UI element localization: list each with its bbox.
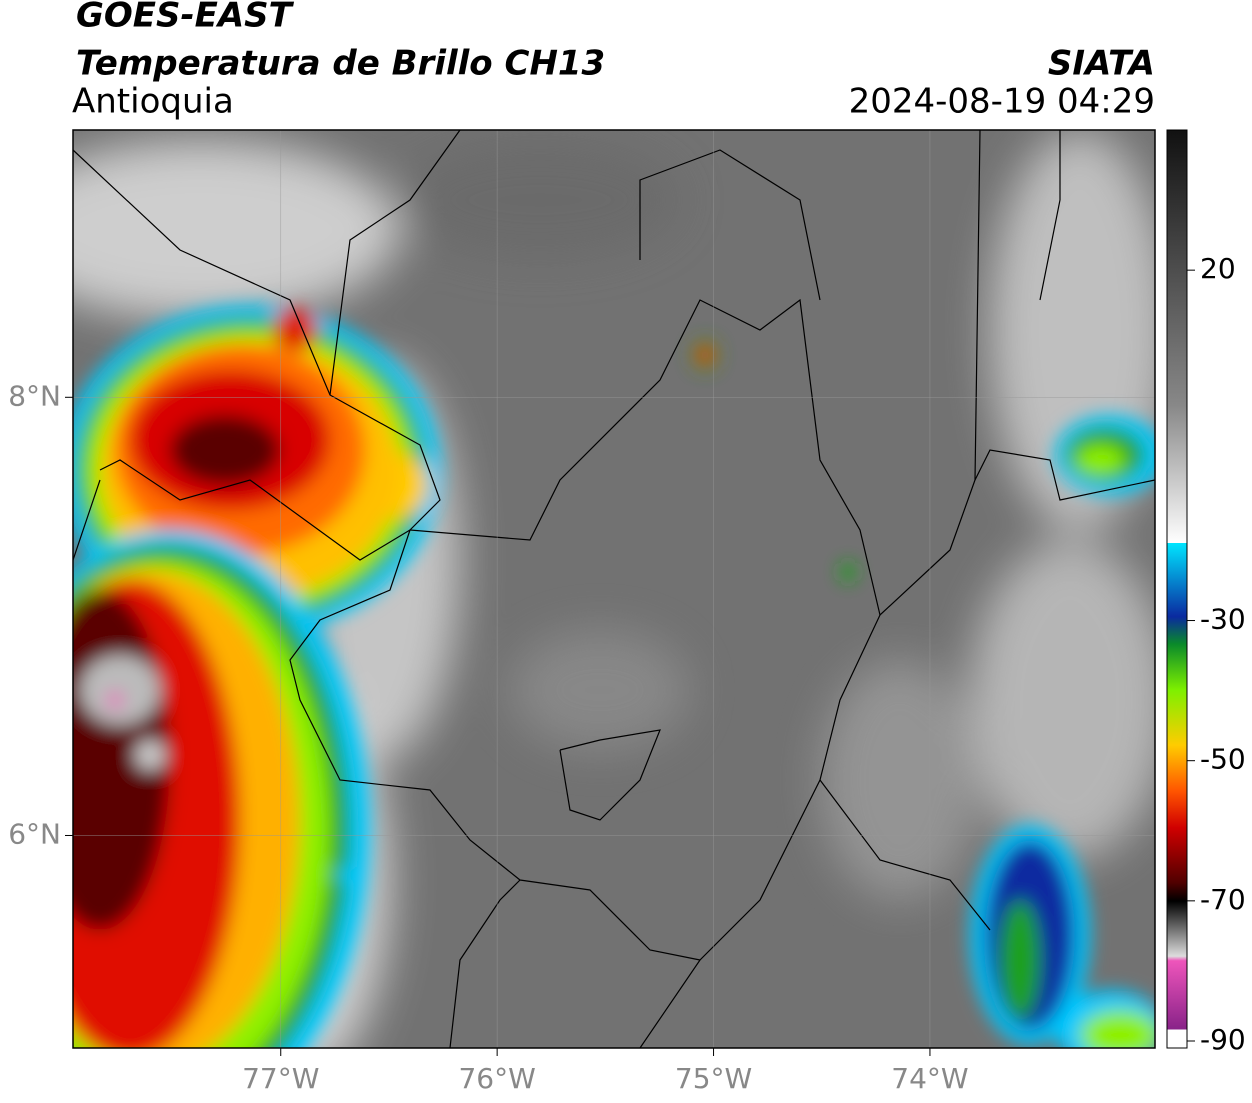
y-tick-label: 8°N	[8, 379, 61, 412]
colorbar	[1166, 129, 1188, 1049]
map-frame	[72, 129, 1156, 1049]
source: SIATA	[1048, 44, 1155, 84]
colorbar-tick-label: 20	[1200, 252, 1236, 285]
subtitle: Temperatura de Brillo CH13	[76, 44, 605, 84]
x-tick-label: 77°W	[242, 1062, 319, 1095]
datetime: 2024-08-19 04:29	[849, 82, 1155, 122]
x-tick-label: 75°W	[675, 1062, 752, 1095]
colorbar-tick-label: -90	[1200, 1023, 1246, 1056]
region: Antioquia	[72, 82, 234, 122]
satellite-image	[73, 130, 1155, 1048]
x-tick-label: 74°W	[891, 1062, 968, 1095]
colorbar-tick-label: -50	[1200, 743, 1246, 776]
y-tick-label: 6°N	[8, 817, 61, 850]
x-tick-label: 76°W	[458, 1062, 535, 1095]
colorbar-tick-label: -70	[1200, 883, 1246, 916]
colorbar-tick-label: -30	[1200, 603, 1246, 636]
title: GOES-EAST	[76, 0, 295, 36]
